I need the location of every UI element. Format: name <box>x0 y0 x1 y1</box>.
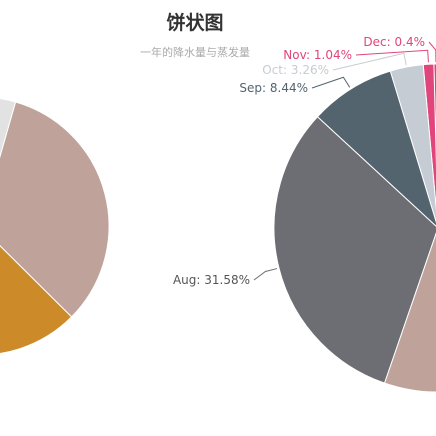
chart-subtitle: 一年的降水量与蒸发量 <box>140 45 250 59</box>
label-line-sep <box>311 76 351 89</box>
chart-title: 饼状图 <box>166 11 223 34</box>
pie-1-slice-2[interactable] <box>0 226 73 355</box>
data-label-aug: Aug: 31.58% <box>173 273 250 287</box>
label-line-nov <box>355 49 429 63</box>
data-label-nov: Nov: 1.04% <box>283 48 352 62</box>
label-line-aug <box>253 268 278 281</box>
label-line-dec <box>428 41 436 63</box>
label-line-oct <box>332 52 407 71</box>
data-label-sep: Sep: 8.44% <box>239 81 308 95</box>
pie-1-slice-1[interactable] <box>0 101 110 318</box>
label-layer: Dec: 0.4% Nov: 1.04%Oct: 3.26% Sep: 8.44% A… <box>173 35 436 287</box>
data-label-oct: Oct: 3.26% <box>262 63 329 77</box>
pie-2-slice-6[interactable] <box>383 228 436 393</box>
data-label-dec: Dec: 0.4% <box>363 35 425 49</box>
pie-2-slice-5[interactable] <box>273 116 436 384</box>
pie-2-slice-4[interactable] <box>316 70 436 228</box>
pie-layer <box>0 63 436 393</box>
pie-1-slice-5[interactable] <box>0 97 17 331</box>
